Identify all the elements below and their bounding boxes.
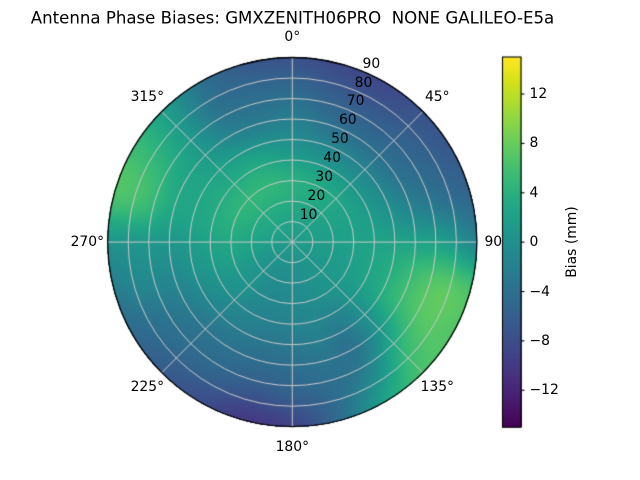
figure: Antenna Phase Biases: GMXZENITH06PRO NON…: [0, 0, 640, 480]
polar-heatmap-canvas: [0, 0, 640, 480]
